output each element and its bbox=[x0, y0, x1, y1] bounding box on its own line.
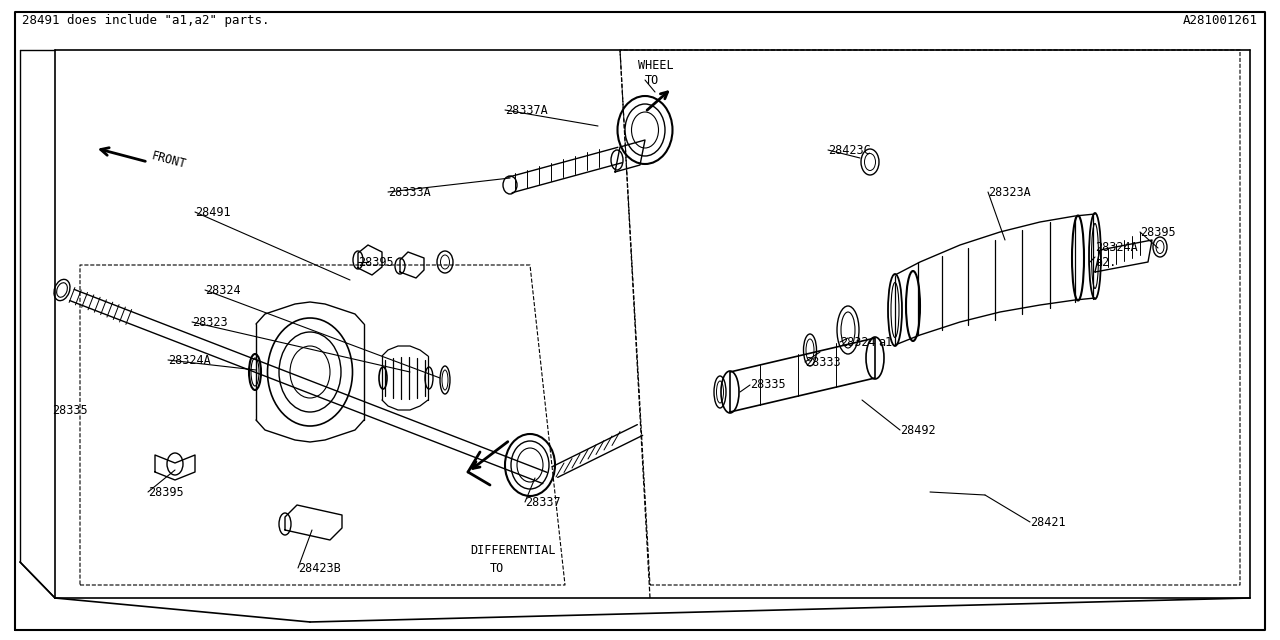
Text: 28323: 28323 bbox=[192, 316, 228, 328]
Text: TO: TO bbox=[490, 561, 504, 575]
Text: 28395: 28395 bbox=[148, 486, 183, 499]
Text: 28333: 28333 bbox=[805, 355, 841, 369]
Text: 28492: 28492 bbox=[900, 424, 936, 436]
Text: 28324A: 28324A bbox=[168, 353, 211, 367]
Text: 28324A: 28324A bbox=[1094, 241, 1138, 253]
Text: 28395: 28395 bbox=[358, 255, 394, 269]
Text: 28335: 28335 bbox=[750, 378, 786, 392]
Text: 28491: 28491 bbox=[195, 205, 230, 218]
Text: a1.: a1. bbox=[878, 335, 900, 349]
Text: 28333A: 28333A bbox=[388, 186, 431, 198]
Text: A281001261: A281001261 bbox=[1183, 13, 1258, 26]
Text: 28324: 28324 bbox=[840, 335, 876, 349]
Text: WHEEL: WHEEL bbox=[637, 58, 673, 72]
Text: TO: TO bbox=[645, 74, 659, 86]
Text: 28395: 28395 bbox=[1140, 225, 1175, 239]
Text: 28337: 28337 bbox=[525, 495, 561, 509]
Text: DIFFERENTIAL: DIFFERENTIAL bbox=[470, 543, 556, 557]
Text: 28335: 28335 bbox=[52, 403, 87, 417]
Text: 28323A: 28323A bbox=[988, 186, 1030, 198]
Text: 28491 does include "a1,a2" parts.: 28491 does include "a1,a2" parts. bbox=[22, 13, 270, 26]
Text: 28423C: 28423C bbox=[828, 143, 870, 157]
Text: 28421: 28421 bbox=[1030, 515, 1066, 529]
Text: 28337A: 28337A bbox=[506, 104, 548, 116]
Text: 28324: 28324 bbox=[205, 284, 241, 296]
Text: FRONT: FRONT bbox=[150, 149, 188, 171]
Text: a2.: a2. bbox=[1094, 255, 1116, 269]
Text: 28423B: 28423B bbox=[298, 561, 340, 575]
